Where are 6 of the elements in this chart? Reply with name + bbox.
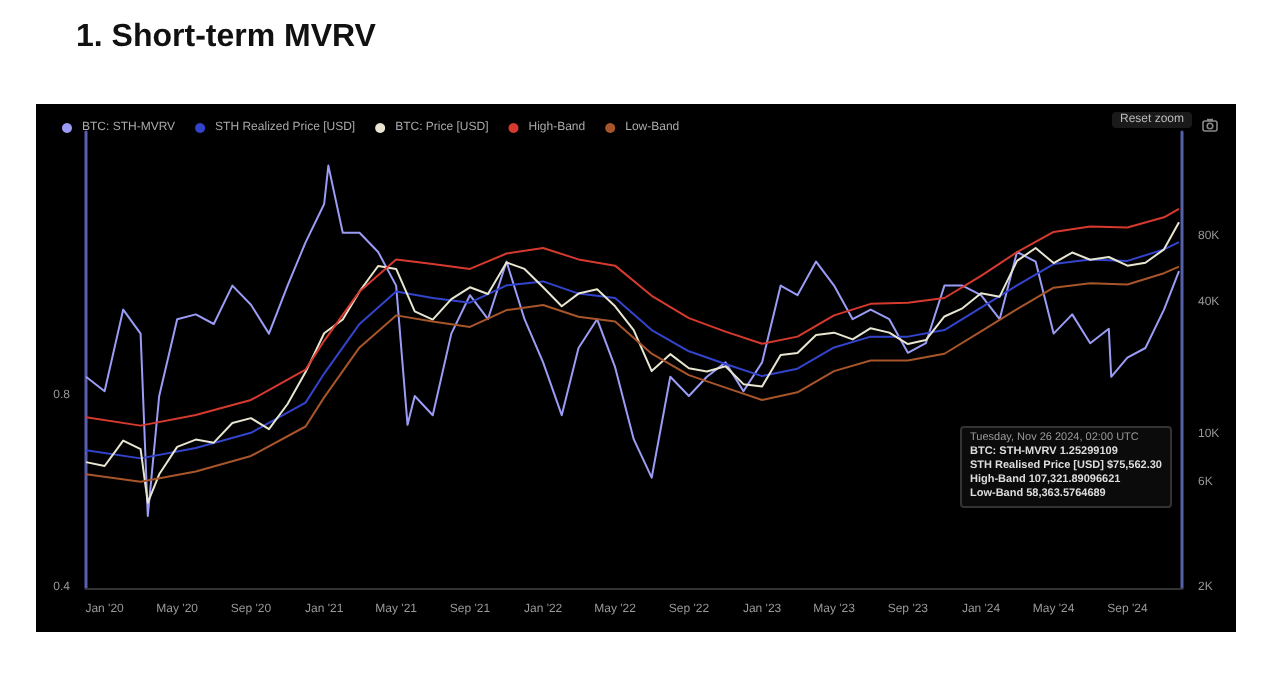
line-series: [85, 241, 1180, 460]
line-series: [85, 164, 1180, 517]
line-series: [85, 221, 1180, 504]
chart-title: 1. Short-term MVRV: [76, 20, 376, 56]
line-series: [85, 265, 1180, 483]
line-series: [85, 207, 1180, 427]
